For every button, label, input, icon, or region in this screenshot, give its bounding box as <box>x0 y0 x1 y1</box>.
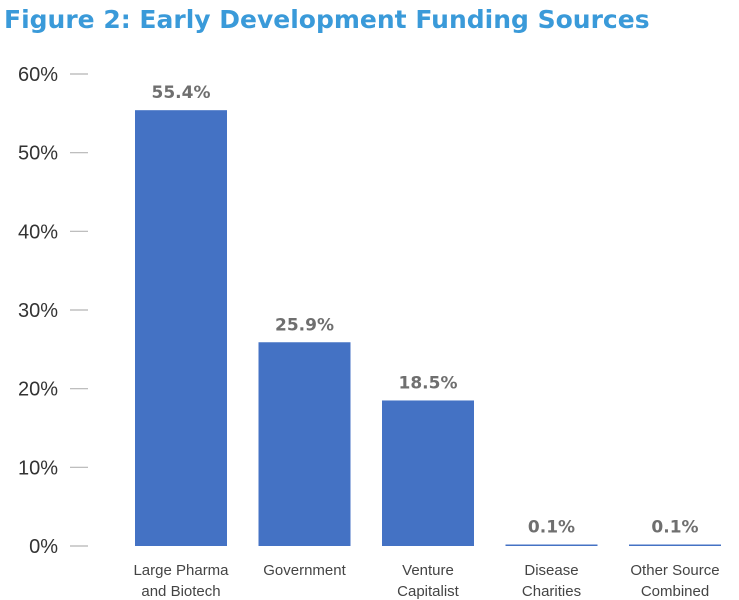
y-tick-label: 0% <box>29 536 58 558</box>
x-tick-label: and Biotech <box>141 583 220 600</box>
data-label: 0.1% <box>528 518 575 538</box>
data-label: 18.5% <box>399 373 458 393</box>
y-tick-label: 60% <box>18 64 58 86</box>
x-axis: Large Pharma and Biotech Government Venture… <box>133 562 719 600</box>
bar <box>629 544 721 546</box>
y-tick-label: 30% <box>18 300 58 322</box>
y-tick-label: 50% <box>18 143 58 165</box>
x-tick-label: Large Pharma <box>133 562 229 579</box>
x-tick-label: Venture <box>402 562 454 579</box>
bar <box>135 110 227 546</box>
bar <box>258 342 351 546</box>
bars <box>135 110 721 546</box>
y-tick-label: 10% <box>18 457 58 479</box>
y-tick-label: 40% <box>18 221 58 243</box>
x-tick-label: Other Source <box>630 562 719 579</box>
x-tick-label: Capitalist <box>397 583 460 600</box>
data-label: 25.9% <box>275 315 334 335</box>
bar <box>505 544 598 546</box>
y-tick-label: 20% <box>18 379 58 401</box>
data-labels: 55.4% 25.9% 18.5% 0.1% 0.1% <box>152 83 699 537</box>
y-axis: 0% 10% 20% 30% 40% 50% 60% <box>18 64 88 558</box>
bar <box>382 400 474 546</box>
x-tick-label: Government <box>263 562 346 579</box>
x-tick-label: Combined <box>641 583 709 600</box>
data-label: 55.4% <box>152 83 211 103</box>
data-label: 0.1% <box>651 518 698 538</box>
x-tick-label: Charities <box>522 583 581 600</box>
x-tick-label: Disease <box>524 562 578 579</box>
chart-title: Figure 2: Early Development Funding Sour… <box>4 5 650 34</box>
